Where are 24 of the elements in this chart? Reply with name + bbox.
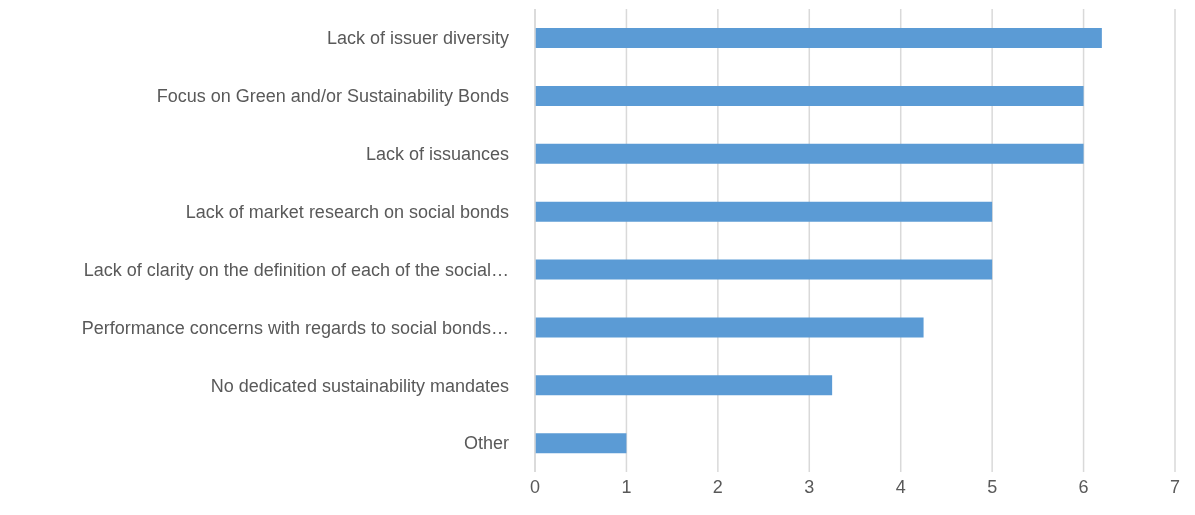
bar <box>535 375 833 396</box>
x-tick-label: 0 <box>529 476 541 497</box>
x-tick-label: 6 <box>1078 476 1089 497</box>
y-tick-label: Lack of issuances <box>365 144 509 165</box>
bar <box>535 259 993 280</box>
y-tick-label: No dedicated sustainability mandates <box>210 375 509 396</box>
bar <box>535 85 1084 106</box>
x-tick-label: 7 <box>1169 476 1181 497</box>
y-tick-label: Lack of market research on social bonds <box>185 201 509 222</box>
y-tick-label: Lack of clarity on the definition of each of the social… <box>83 259 509 280</box>
x-tick-label: 3 <box>804 476 815 497</box>
y-tick-label: Focus on Green and/or Sustainability Bonds <box>156 86 509 107</box>
bar <box>535 143 1084 164</box>
x-tick-label: 4 <box>895 476 906 497</box>
y-tick-label: Performance concerns with regards to social bonds… <box>81 317 509 338</box>
y-tick-label: Other <box>463 433 509 454</box>
x-tick-label: 1 <box>621 476 632 497</box>
x-tick-label: 2 <box>712 476 723 497</box>
y-tick-label: Lack of issuer diversity <box>326 28 509 49</box>
x-tick-label: 5 <box>987 476 998 497</box>
bar <box>535 201 993 222</box>
bar <box>535 433 627 454</box>
bar <box>535 317 924 338</box>
bar <box>535 28 1102 49</box>
